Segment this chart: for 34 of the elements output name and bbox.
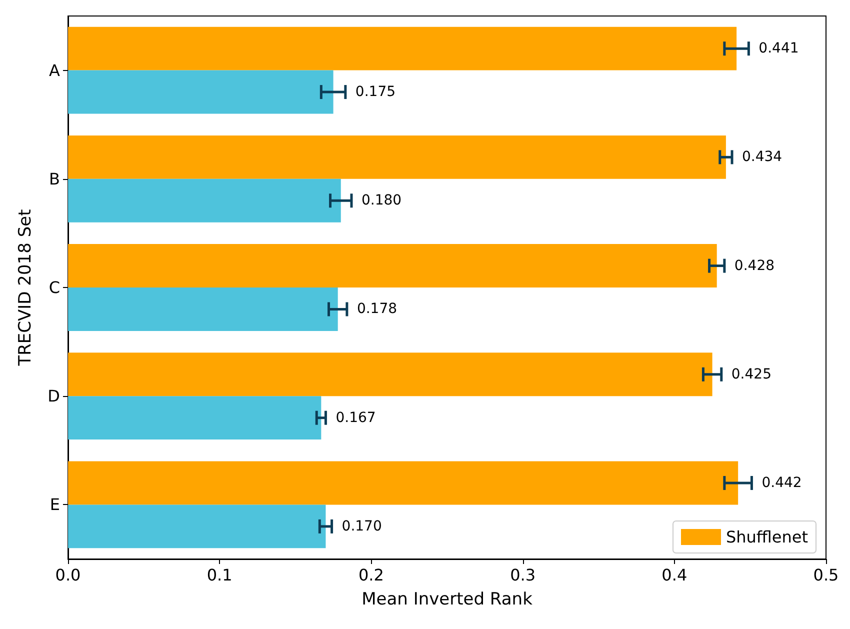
legend-label: Shufflenet <box>726 528 808 546</box>
bar <box>68 461 738 505</box>
bar <box>68 26 737 70</box>
data-label: 0.180 <box>361 192 402 209</box>
data-label: 0.428 <box>734 258 775 274</box>
data-label: 0.170 <box>342 518 382 534</box>
bar <box>68 396 322 440</box>
x-tick-label: 0.0 <box>55 566 81 584</box>
data-label: 0.178 <box>356 301 398 318</box>
bar <box>68 288 338 331</box>
bar <box>68 244 717 288</box>
data-label: 0.175 <box>355 84 396 100</box>
bar <box>68 352 712 396</box>
y-tick-label: B <box>49 169 60 188</box>
x-tick-label: 0.4 <box>662 566 688 584</box>
y-axis-title: TRECVID 2018 Set <box>16 208 36 367</box>
bar <box>68 178 341 222</box>
y-tick-label: D <box>48 386 60 406</box>
x-axis-title: Mean Inverted Rank <box>362 590 533 610</box>
data-label: 0.167 <box>336 410 376 426</box>
data-label: 0.442 <box>762 474 802 491</box>
x-tick-label: 0.2 <box>358 566 384 584</box>
bar <box>68 70 334 114</box>
y-tick-label: E <box>50 495 60 514</box>
x-tick-label: 0.3 <box>510 566 536 584</box>
bar <box>68 135 726 179</box>
bar <box>68 504 326 548</box>
data-label: 0.441 <box>758 40 799 57</box>
data-label: 0.434 <box>742 149 782 166</box>
x-tick-label: 0.1 <box>206 566 232 584</box>
y-tick-label: A <box>49 60 60 80</box>
y-tick-label: C <box>48 278 60 297</box>
data-label: 0.425 <box>731 366 772 382</box>
x-tick-label: 0.5 <box>813 566 839 584</box>
